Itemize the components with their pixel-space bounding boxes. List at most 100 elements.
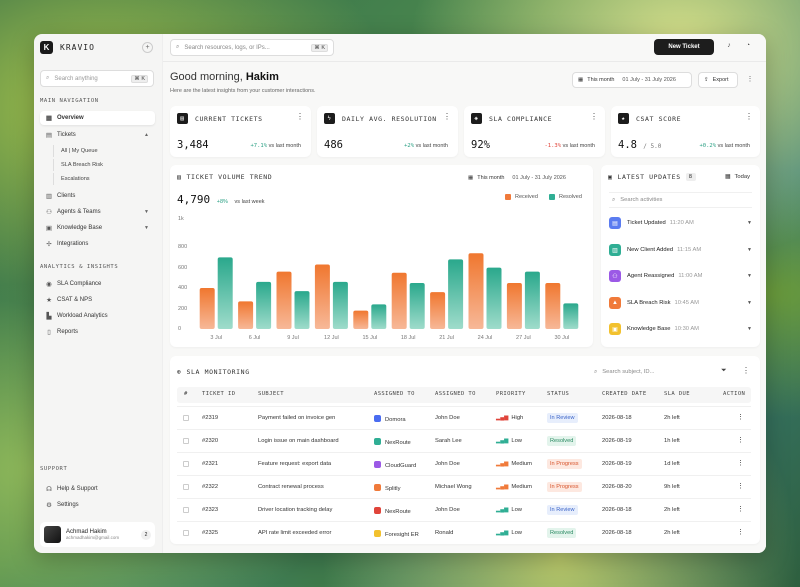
bar-resolved-30-jul[interactable] bbox=[563, 303, 579, 329]
sidebar-subitem-sla-breach[interactable]: SLA Breach Risk bbox=[53, 159, 103, 171]
table-row[interactable]: #2322 Contract renewal process Splitly Mich… bbox=[177, 475, 751, 498]
row-actions-icon[interactable]: ⋮ bbox=[737, 460, 744, 467]
sidebar-item-csat-nps[interactable]: ★ CSAT & NPS bbox=[40, 293, 155, 307]
row-actions-icon[interactable]: ⋮ bbox=[737, 483, 744, 490]
row-checkbox[interactable] bbox=[183, 530, 189, 536]
brand[interactable]: K KRAVIO bbox=[40, 40, 156, 54]
collapse-sidebar-icon[interactable]: + bbox=[142, 42, 153, 53]
user-name: Achmad Hakim bbox=[66, 529, 107, 535]
row-actions-icon[interactable]: ⋮ bbox=[737, 414, 744, 421]
more-options-icon[interactable]: ⋮ bbox=[742, 366, 750, 375]
ticket-id[interactable]: #2320 bbox=[202, 438, 219, 444]
update-item[interactable]: ▣ Knowledge Base 10:30 AM ▼ bbox=[609, 322, 752, 336]
brand-logo: K bbox=[40, 40, 53, 54]
table-row[interactable]: #2323 Driver location tracking delay NexRo… bbox=[177, 498, 751, 521]
sidebar-subitem-my-queue[interactable]: All | My Queue bbox=[53, 145, 98, 157]
clock-icon[interactable]: ◔ bbox=[745, 42, 751, 49]
ticket-id[interactable]: #2325 bbox=[202, 530, 219, 536]
row-checkbox[interactable] bbox=[183, 415, 189, 421]
more-options-icon[interactable]: ⋮ bbox=[296, 112, 304, 121]
bar-received-3-jul[interactable] bbox=[199, 288, 215, 329]
more-options-icon[interactable]: ⋮ bbox=[745, 112, 753, 121]
export-button[interactable]: ⇪ Export bbox=[698, 72, 738, 88]
chart-delta: +8% bbox=[216, 199, 228, 205]
sidebar-item-sla-compliance[interactable]: ◉ SLA Compliance bbox=[40, 277, 155, 291]
col-header[interactable]: CREATED DATE bbox=[602, 391, 647, 397]
sidebar-item-overview[interactable]: ▦ Overview bbox=[40, 111, 155, 125]
col-header[interactable]: SUBJECT bbox=[258, 391, 284, 397]
sidebar-item-knowledge-base[interactable]: ▣ Knowledge Base ▼ bbox=[40, 221, 155, 235]
bar-resolved-24-jul[interactable] bbox=[486, 267, 502, 329]
col-header[interactable]: ASSIGNED TO bbox=[435, 391, 476, 397]
bar-received-30-jul[interactable] bbox=[545, 282, 561, 329]
more-options-icon[interactable]: ⋮ bbox=[443, 112, 451, 121]
ticket-id[interactable]: #2322 bbox=[202, 484, 219, 490]
more-options-icon[interactable]: ⋮ bbox=[590, 112, 598, 121]
client-cell: CloudGuard bbox=[374, 461, 416, 469]
bar-resolved-18-jul[interactable] bbox=[409, 282, 425, 329]
bar-received-9-jul[interactable] bbox=[276, 271, 292, 329]
col-header[interactable]: TICKET ID bbox=[202, 391, 236, 397]
row-checkbox[interactable] bbox=[183, 507, 189, 513]
user-profile[interactable]: Achmad Hakim achmadhakim@gmail.com 2 bbox=[40, 522, 155, 547]
sidebar-item-label: Reports bbox=[57, 329, 79, 335]
update-item[interactable]: ⚇ Agent Reassigned 11:00 AM ▼ bbox=[609, 269, 752, 283]
sidebar-item-help-support[interactable]: ☊ Help & Support bbox=[40, 482, 155, 496]
row-actions-icon[interactable]: ⋮ bbox=[737, 506, 744, 513]
sidebar-item-agents-teams[interactable]: ⚇ Agents & Teams ▼ bbox=[40, 205, 155, 219]
bar-received-12-jul[interactable] bbox=[314, 264, 330, 329]
bar-resolved-27-jul[interactable] bbox=[524, 271, 540, 329]
sidebar-item-workload-analytics[interactable]: ▙ Workload Analytics bbox=[40, 309, 155, 323]
bar-received-24-jul[interactable] bbox=[468, 253, 484, 329]
global-search-input[interactable]: ⌕ Search resources, logs, or IPs... ⌘ K bbox=[170, 39, 334, 56]
updates-filter[interactable]: ▦ Today bbox=[725, 174, 750, 180]
row-checkbox[interactable] bbox=[183, 461, 189, 467]
bar-received-15-jul[interactable] bbox=[353, 310, 369, 329]
row-checkbox[interactable] bbox=[183, 484, 189, 490]
y-axis-unit: 1k bbox=[178, 216, 184, 222]
bar-received-27-jul[interactable] bbox=[506, 282, 522, 329]
sidebar-item-clients[interactable]: ▥ Clients bbox=[40, 189, 155, 203]
sidebar-search-input[interactable]: ⌕ Search anything ⌘ K bbox=[40, 70, 154, 87]
chart-date-range[interactable]: ▦ This month 01 July - 31 July 2026 bbox=[468, 170, 566, 186]
bar-resolved-21-jul[interactable] bbox=[448, 259, 464, 329]
sidebar-item-settings[interactable]: ⚙ Settings bbox=[40, 498, 155, 512]
bar-resolved-15-jul[interactable] bbox=[371, 304, 387, 329]
table-row[interactable]: #2325 API rate limit exceeded error Foresi… bbox=[177, 521, 751, 544]
sidebar-item-integrations[interactable]: ✢ Integrations bbox=[40, 237, 155, 251]
col-header[interactable]: SLA DUE bbox=[664, 391, 690, 397]
created-date: 2026-08-18 bbox=[602, 415, 632, 421]
table-row[interactable]: #2319 Payment failed on invoice gen Domora… bbox=[177, 406, 751, 429]
row-checkbox[interactable] bbox=[183, 438, 189, 444]
filter-icon[interactable]: ⏷ bbox=[721, 367, 727, 374]
bar-resolved-12-jul[interactable] bbox=[332, 281, 348, 329]
bar-received-21-jul[interactable] bbox=[430, 292, 446, 329]
sidebar-subitem-escalations[interactable]: Escalations bbox=[53, 173, 90, 185]
bell-icon[interactable]: ♪ bbox=[727, 42, 731, 49]
ticket-id[interactable]: #2323 bbox=[202, 507, 219, 513]
col-header[interactable]: STATUS bbox=[547, 391, 570, 397]
bar-received-6-jul[interactable] bbox=[238, 301, 254, 329]
bar-received-18-jul[interactable] bbox=[391, 272, 407, 329]
row-actions-icon[interactable]: ⋮ bbox=[737, 529, 744, 536]
new-ticket-button[interactable]: New Ticket bbox=[654, 39, 714, 55]
sla-search-input[interactable]: ⌕ Search subject, ID... bbox=[594, 365, 716, 379]
more-options-icon[interactable]: ⋮ bbox=[746, 76, 754, 83]
col-header[interactable]: PRIORITY bbox=[496, 391, 526, 397]
row-actions-icon[interactable]: ⋮ bbox=[737, 437, 744, 444]
col-header[interactable]: ASSIGNED TO bbox=[374, 391, 415, 397]
ticket-id[interactable]: #2321 bbox=[202, 461, 219, 467]
table-row[interactable]: #2321 Feature request: export data CloudGu… bbox=[177, 452, 751, 475]
update-item[interactable]: ▥ New Client Added 11:15 AM ▼ bbox=[609, 243, 752, 257]
update-item[interactable]: ▲ SLA Breach Risk 10:45 AM ▼ bbox=[609, 296, 752, 310]
bar-resolved-3-jul[interactable] bbox=[217, 257, 233, 329]
sidebar-item-tickets[interactable]: ▤ Tickets ▲ bbox=[40, 128, 155, 142]
ticket-id[interactable]: #2319 bbox=[202, 415, 219, 421]
updates-search-input[interactable]: ⌕ Search activities bbox=[609, 192, 752, 208]
sidebar-item-reports[interactable]: ▯ Reports bbox=[40, 325, 155, 339]
date-range-picker[interactable]: ▦ This month 01 July - 31 July 2026 bbox=[572, 72, 692, 88]
table-row[interactable]: #2320 Login issue on main dashboard NexRou… bbox=[177, 429, 751, 452]
bar-resolved-6-jul[interactable] bbox=[256, 281, 272, 329]
bar-resolved-9-jul[interactable] bbox=[294, 291, 310, 329]
update-item[interactable]: ▤ Ticket Updated 11:20 AM ▼ bbox=[609, 216, 752, 230]
